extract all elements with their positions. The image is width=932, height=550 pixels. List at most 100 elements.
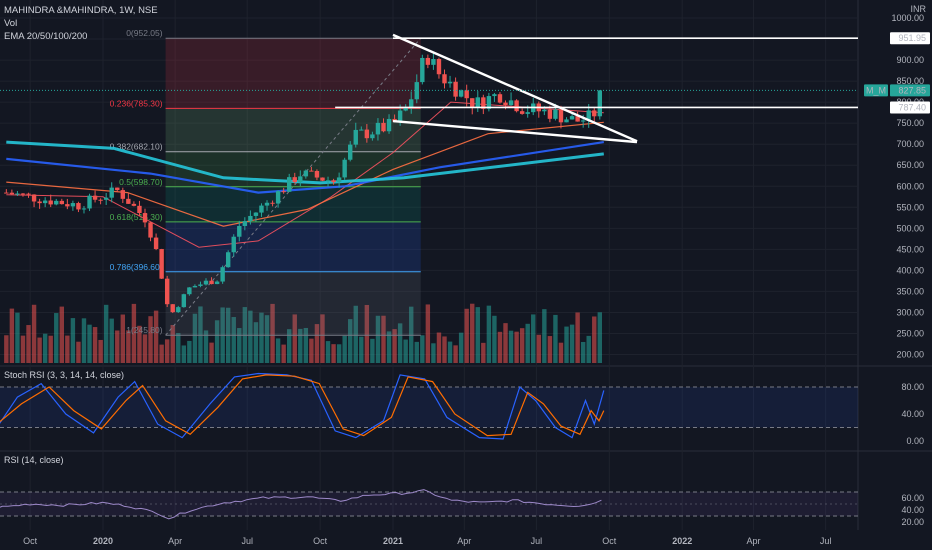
volume-bar — [431, 343, 436, 363]
fib-trend-line — [165, 37, 422, 336]
fib-level-label: 0.786(396.60) — [110, 262, 163, 272]
candle-body — [148, 222, 153, 238]
volume-bar — [287, 329, 292, 363]
candle-body — [220, 267, 225, 282]
volume-bar — [4, 335, 9, 363]
candle-body — [558, 109, 564, 123]
volume-bar — [259, 312, 264, 363]
volume-bar — [531, 314, 536, 363]
volume-bar — [464, 308, 469, 363]
stoch-band-fill — [0, 387, 858, 428]
volume-bar — [564, 326, 569, 363]
candle-body — [264, 202, 270, 206]
candle-body — [15, 193, 20, 195]
volume-bar — [514, 331, 519, 363]
volume-bar — [325, 341, 331, 363]
volume-bar — [15, 312, 20, 363]
volume-label: Vol — [4, 18, 18, 29]
volume-bar — [192, 313, 198, 363]
candle-body — [353, 129, 358, 145]
candle-body — [458, 90, 464, 97]
rsi-label: RSI (14, close) — [4, 455, 64, 465]
volume-bar — [381, 315, 386, 363]
volume-bar — [42, 333, 48, 363]
volume-bar — [320, 314, 325, 363]
ema-label: EMA 20/50/100/200 — [4, 31, 88, 42]
fib-level-label: 0.236(785.30) — [110, 98, 163, 108]
volume-bar — [436, 332, 442, 363]
volume-bar — [26, 325, 31, 363]
volume-bar — [397, 323, 403, 363]
fib-level-label: 1(245.80) — [126, 325, 163, 335]
candle-body — [597, 90, 603, 117]
candle-body — [120, 190, 126, 199]
volume-bar — [553, 314, 558, 363]
volume-bar — [54, 313, 59, 363]
volume-bar — [170, 324, 175, 363]
volume-bar — [503, 323, 508, 363]
candle-body — [275, 191, 281, 204]
volume-bar — [492, 315, 497, 363]
volume-bar — [303, 327, 309, 363]
volume-bar — [575, 312, 580, 363]
volume-bar — [153, 310, 159, 363]
volume-bar — [137, 325, 142, 363]
volume-bar — [292, 314, 297, 363]
candle-body — [37, 201, 42, 204]
fib-level-label: 0.618(515.30) — [110, 212, 163, 222]
volume-bar — [586, 335, 591, 363]
time-axis-label: Oct — [313, 536, 328, 546]
support-787-label: 787.40 — [898, 102, 926, 112]
candle-body — [248, 215, 253, 222]
candle-body — [103, 197, 109, 200]
volume-bar — [281, 344, 286, 363]
candle-body — [281, 191, 286, 193]
price-axis-label: 300.00 — [896, 307, 924, 317]
volume-bar — [486, 305, 492, 363]
candle-body — [336, 177, 342, 183]
volume-bar — [142, 334, 148, 363]
candle-body — [214, 281, 220, 285]
candle-body — [503, 102, 508, 106]
candle-body — [170, 304, 175, 313]
volume-bar — [342, 335, 347, 363]
stoch-axis-label: 40.00 — [901, 409, 924, 419]
volume-bar — [187, 340, 192, 363]
candle-body — [42, 200, 48, 204]
volume-bar — [481, 342, 486, 363]
rsi-axis-label: 20.00 — [901, 517, 924, 527]
volume-bar — [48, 335, 53, 363]
volume-bar — [536, 334, 541, 363]
price-axis-label: 700.00 — [896, 139, 924, 149]
volume-bar — [214, 320, 220, 363]
rsi-axis-label: 40.00 — [901, 505, 924, 515]
volume-bar — [558, 342, 564, 363]
price-axis-label: 550.00 — [896, 202, 924, 212]
candle-body — [198, 284, 203, 286]
time-axis-label: Jul — [820, 536, 832, 546]
volume-bar — [519, 328, 525, 363]
candle-body — [364, 129, 370, 139]
volume-bar — [403, 339, 408, 363]
candle-body — [320, 177, 325, 181]
candle-body — [314, 170, 320, 178]
candle-body — [497, 94, 503, 103]
volume-bar — [569, 324, 575, 363]
candle-body — [464, 90, 469, 99]
volume-bar — [453, 345, 458, 363]
candle-body — [137, 205, 142, 214]
candle-body — [292, 177, 297, 183]
price-axis-label: 1000.00 — [891, 13, 924, 23]
candle-body — [131, 203, 137, 206]
candle-body — [54, 200, 59, 205]
volume-bar — [103, 304, 109, 363]
volume-bar — [414, 341, 419, 363]
candle-body — [253, 212, 259, 216]
candle-body — [81, 208, 87, 210]
candle-body — [553, 109, 558, 119]
candle-body — [309, 170, 314, 172]
volume-bar — [9, 308, 15, 363]
candle-body — [592, 110, 597, 117]
volume-bar — [525, 323, 530, 363]
